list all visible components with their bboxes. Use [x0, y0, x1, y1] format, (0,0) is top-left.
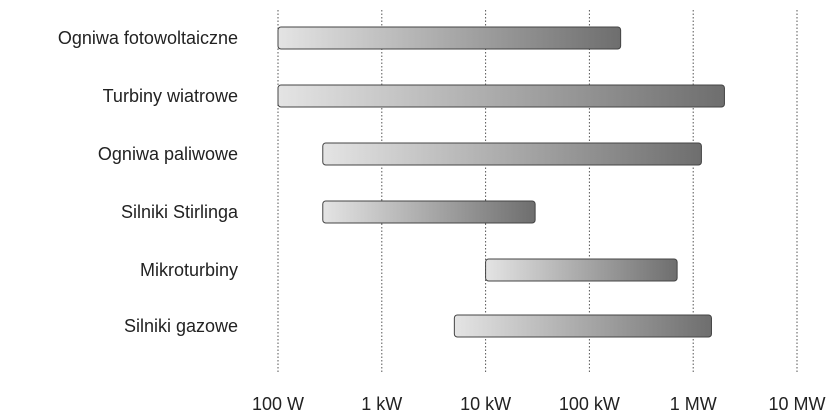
x-tick-label: 10 MW — [768, 394, 825, 414]
range-bar — [277, 84, 725, 108]
range-bar — [277, 26, 622, 50]
x-tick-labels: 100 W 1 kW 10 kW 100 kW 1 MW 10 MW — [252, 394, 826, 414]
gridlines — [277, 10, 798, 372]
range-bar — [322, 142, 702, 166]
bars — [277, 26, 725, 338]
x-tick-label: 10 kW — [460, 394, 511, 414]
category-label: Ogniwa paliwowe — [98, 144, 238, 164]
category-label: Ogniwa fotowoltaiczne — [58, 28, 238, 48]
category-label: Turbiny wiatrowe — [103, 86, 238, 106]
category-label: Mikroturbiny — [140, 260, 238, 280]
category-label: Silniki gazowe — [124, 316, 238, 336]
x-tick-label: 100 W — [252, 394, 304, 414]
category-label: Silniki Stirlinga — [121, 202, 239, 222]
range-bar — [485, 258, 678, 282]
x-tick-label: 1 MW — [670, 394, 717, 414]
x-tick-label: 1 kW — [361, 394, 402, 414]
x-tick-label: 100 kW — [559, 394, 620, 414]
category-labels: Ogniwa fotowoltaiczne Turbiny wiatrowe Ogn… — [58, 28, 239, 336]
range-bar — [453, 314, 712, 338]
range-bar — [322, 200, 536, 224]
